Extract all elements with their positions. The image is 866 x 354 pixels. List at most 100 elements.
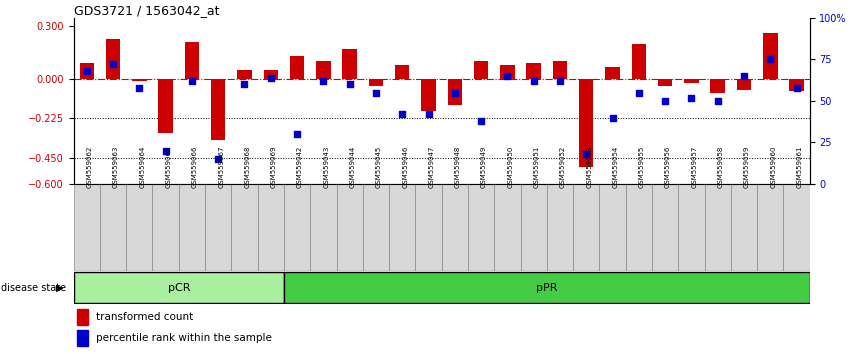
- Bar: [605, 67, 620, 79]
- Bar: [546, 184, 573, 271]
- Bar: [421, 79, 436, 110]
- Bar: [389, 184, 416, 271]
- Point: [527, 78, 540, 84]
- Bar: [158, 79, 173, 133]
- Text: GSM559049: GSM559049: [481, 146, 487, 188]
- Bar: [678, 184, 705, 271]
- Bar: [178, 184, 205, 271]
- Bar: [184, 42, 199, 79]
- Text: GSM559051: GSM559051: [533, 146, 540, 188]
- Bar: [74, 184, 100, 271]
- Point: [107, 62, 120, 67]
- Bar: [337, 184, 363, 271]
- Bar: [316, 62, 331, 79]
- Bar: [448, 79, 462, 105]
- Bar: [126, 184, 152, 271]
- Text: pPR: pPR: [536, 282, 558, 293]
- Point: [237, 81, 251, 87]
- Text: GSM559066: GSM559066: [192, 146, 198, 188]
- Point: [185, 78, 199, 84]
- Bar: [705, 184, 731, 271]
- Point: [553, 78, 567, 84]
- Point: [211, 156, 225, 162]
- Bar: [152, 184, 178, 271]
- Bar: [625, 184, 652, 271]
- Point: [790, 85, 804, 90]
- Bar: [416, 184, 442, 271]
- Bar: [237, 70, 252, 79]
- Bar: [494, 184, 520, 271]
- Bar: [763, 34, 778, 79]
- Text: percentile rank within the sample: percentile rank within the sample: [95, 333, 272, 343]
- Bar: [363, 184, 389, 271]
- Bar: [80, 63, 94, 79]
- Point: [475, 118, 488, 124]
- Bar: [442, 184, 468, 271]
- Text: GSM559048: GSM559048: [455, 146, 461, 188]
- Text: GSM559064: GSM559064: [139, 146, 145, 188]
- Point: [658, 98, 672, 104]
- Point: [132, 85, 146, 90]
- Bar: [100, 184, 126, 271]
- Point: [501, 73, 514, 79]
- Bar: [106, 39, 120, 79]
- Point: [737, 73, 751, 79]
- Bar: [737, 79, 751, 90]
- Text: GSM559059: GSM559059: [744, 146, 750, 188]
- Bar: [474, 62, 488, 79]
- Point: [316, 78, 330, 84]
- Point: [632, 90, 646, 96]
- Bar: [284, 273, 810, 303]
- Bar: [132, 79, 146, 81]
- Text: GSM559058: GSM559058: [718, 146, 724, 188]
- Bar: [573, 184, 599, 271]
- Bar: [211, 79, 225, 140]
- Bar: [395, 65, 410, 79]
- Text: GDS3721 / 1563042_at: GDS3721 / 1563042_at: [74, 4, 219, 17]
- Bar: [77, 330, 88, 346]
- Point: [763, 57, 777, 62]
- Text: GSM559068: GSM559068: [244, 146, 250, 188]
- Bar: [501, 65, 514, 79]
- Text: GSM559069: GSM559069: [271, 146, 277, 188]
- Bar: [263, 70, 278, 79]
- Bar: [258, 184, 284, 271]
- Text: GSM559053: GSM559053: [586, 146, 592, 188]
- Text: GSM559055: GSM559055: [639, 146, 645, 188]
- Bar: [369, 79, 383, 86]
- Bar: [784, 184, 810, 271]
- Text: disease state: disease state: [1, 282, 66, 293]
- Bar: [757, 184, 784, 271]
- Text: GSM559046: GSM559046: [402, 146, 408, 188]
- Point: [448, 90, 462, 96]
- Bar: [684, 79, 699, 82]
- Bar: [205, 184, 231, 271]
- Text: GSM559054: GSM559054: [612, 146, 618, 188]
- Text: GSM559065: GSM559065: [165, 146, 171, 188]
- Bar: [77, 309, 88, 325]
- Point: [579, 151, 593, 157]
- Point: [684, 95, 698, 101]
- Text: GSM559050: GSM559050: [507, 146, 514, 188]
- Text: GSM559045: GSM559045: [376, 146, 382, 188]
- Bar: [290, 56, 304, 79]
- Bar: [468, 184, 494, 271]
- Bar: [527, 63, 541, 79]
- Bar: [631, 44, 646, 79]
- Point: [395, 112, 409, 117]
- Point: [422, 112, 436, 117]
- Bar: [231, 184, 258, 271]
- Text: GSM559067: GSM559067: [218, 146, 224, 188]
- Bar: [710, 79, 725, 93]
- Bar: [553, 62, 567, 79]
- Text: GSM559047: GSM559047: [429, 146, 435, 188]
- Point: [80, 68, 94, 74]
- Text: GSM559052: GSM559052: [560, 146, 566, 188]
- Point: [290, 131, 304, 137]
- Point: [711, 98, 725, 104]
- Point: [343, 81, 357, 87]
- Bar: [342, 49, 357, 79]
- Text: GSM559042: GSM559042: [297, 146, 303, 188]
- Bar: [658, 79, 672, 86]
- Text: ▶: ▶: [55, 282, 63, 293]
